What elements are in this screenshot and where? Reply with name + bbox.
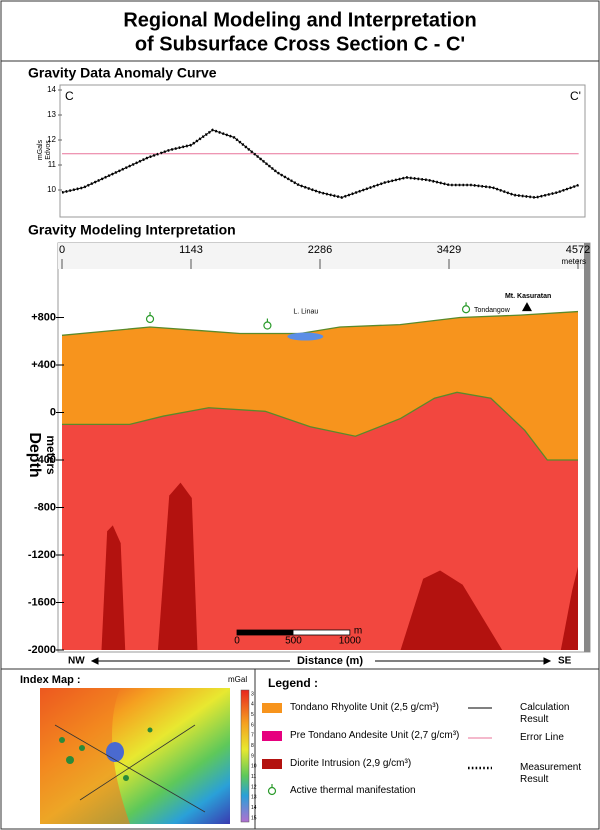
diorite-intrusion bbox=[560, 566, 578, 650]
legend-label: Active thermal manifestation bbox=[290, 785, 416, 796]
index-map-unit: mGal bbox=[228, 675, 247, 684]
legend-label: Pre Tondano Andesite Unit (2,7 g/cm³) bbox=[290, 730, 460, 741]
legend-swatch bbox=[262, 759, 282, 769]
mountain-marker bbox=[521, 302, 532, 312]
colorbar-label: 11 bbox=[251, 774, 256, 780]
y-tick-label: -1600 bbox=[28, 596, 56, 608]
y-tick-label: 12 bbox=[47, 135, 56, 144]
series-line bbox=[61, 129, 579, 199]
map-zone bbox=[40, 688, 130, 824]
scale-label: 0 bbox=[234, 636, 240, 647]
annotation: L. Linau bbox=[293, 308, 318, 315]
legend-swatch bbox=[262, 703, 282, 713]
y-tick-label: -1200 bbox=[28, 549, 56, 561]
y-tick-label: -800 bbox=[34, 501, 56, 513]
scale-bar-fill bbox=[237, 630, 294, 635]
legend-swatch bbox=[262, 731, 282, 741]
direction: SE bbox=[558, 656, 572, 667]
diorite-intrusion bbox=[400, 570, 503, 650]
contact-line bbox=[62, 391, 578, 461]
map-section bbox=[79, 724, 196, 801]
x-tick-label: 0 bbox=[59, 244, 65, 256]
colorbar-label: 14 bbox=[251, 805, 257, 811]
legend-label: Diorite Intrusion (2,9 g/cm³) bbox=[290, 758, 412, 769]
colorbar-label: 15 bbox=[251, 815, 257, 821]
legend-title: Legend : bbox=[268, 676, 318, 690]
map-spot bbox=[59, 737, 65, 743]
legend-label: Calculation Result bbox=[520, 702, 570, 725]
map-spot bbox=[66, 756, 74, 764]
section-end: C bbox=[65, 89, 74, 103]
y-tick-label: +400 bbox=[31, 359, 56, 371]
diorite-intrusion bbox=[101, 525, 126, 650]
colorbar-label: 5 bbox=[251, 712, 254, 718]
section-title: Gravity Data Anomaly Curve bbox=[28, 65, 217, 81]
basement-unit bbox=[62, 392, 578, 650]
lake bbox=[287, 332, 324, 341]
annotation: Tondangow bbox=[474, 307, 511, 314]
arrow bbox=[375, 657, 552, 665]
map-spot bbox=[79, 745, 85, 751]
y-tick-label: -2000 bbox=[28, 644, 56, 656]
colorbar-label: 7 bbox=[251, 733, 254, 739]
y-axis-label: meters bbox=[44, 435, 58, 475]
map-section bbox=[54, 724, 206, 813]
top-axis-band bbox=[58, 243, 590, 269]
legend-label: Error Line bbox=[520, 732, 564, 743]
y-axis-label: Edvos bbox=[45, 140, 52, 160]
annotation: Mt. Kasuratan bbox=[505, 293, 551, 300]
colorbar-label: 10 bbox=[251, 764, 257, 770]
index-map-title: Index Map : bbox=[20, 674, 81, 686]
map-lake bbox=[106, 742, 124, 762]
colorbar bbox=[240, 689, 250, 823]
scale-label: 1000 bbox=[339, 636, 362, 647]
y-tick-label: +800 bbox=[31, 311, 56, 323]
y-tick-label: 13 bbox=[47, 110, 56, 119]
x-tick-label: 4572 bbox=[566, 244, 590, 256]
diorite-intrusion bbox=[157, 482, 198, 650]
arrow bbox=[90, 657, 290, 665]
colorbar-label: 3 bbox=[251, 691, 254, 697]
x-tick-label: 3429 bbox=[437, 244, 461, 256]
y-axis-label: Depth bbox=[26, 432, 43, 477]
scale-unit: m bbox=[354, 626, 362, 637]
map-spot bbox=[147, 727, 153, 733]
title-line: of Subsurface Cross Section C - C' bbox=[135, 33, 465, 55]
x-tick-label: 2286 bbox=[308, 244, 332, 256]
colorbar-label: 12 bbox=[251, 784, 257, 790]
colorbar-label: 4 bbox=[251, 702, 254, 708]
index-map bbox=[40, 688, 250, 824]
x-tick-label: 1143 bbox=[179, 244, 203, 256]
plot-frame bbox=[59, 84, 586, 218]
thermal-symbol bbox=[267, 786, 277, 796]
title-line: Regional Modeling and Interpretation bbox=[123, 9, 476, 31]
colorbar-label: 9 bbox=[251, 753, 254, 759]
right-edge bbox=[584, 243, 590, 652]
y-axis-label: mGals bbox=[37, 139, 44, 160]
x-unit: meters bbox=[562, 257, 586, 266]
y-tick-label: -400 bbox=[34, 454, 56, 466]
colorbar-label: 6 bbox=[251, 722, 254, 728]
colorbar-label: 8 bbox=[251, 743, 254, 749]
x-axis-label: Distance (m) bbox=[297, 655, 363, 667]
y-tick-label: 10 bbox=[47, 185, 56, 194]
colorbar-label: 13 bbox=[251, 795, 257, 801]
section-end: C' bbox=[570, 89, 581, 103]
scale-label: 500 bbox=[285, 636, 302, 647]
legend-label: Tondano Rhyolite Unit (2,5 g/cm³) bbox=[290, 702, 439, 713]
direction: NW bbox=[68, 656, 85, 667]
section-title: Gravity Modeling Interpretation bbox=[28, 222, 236, 238]
map-spot bbox=[123, 775, 129, 781]
y-tick-label: 14 bbox=[47, 85, 56, 94]
legend-label: Measurement Result bbox=[520, 762, 582, 785]
y-tick-label: 0 bbox=[50, 406, 56, 418]
y-tick-label: 11 bbox=[48, 160, 57, 169]
